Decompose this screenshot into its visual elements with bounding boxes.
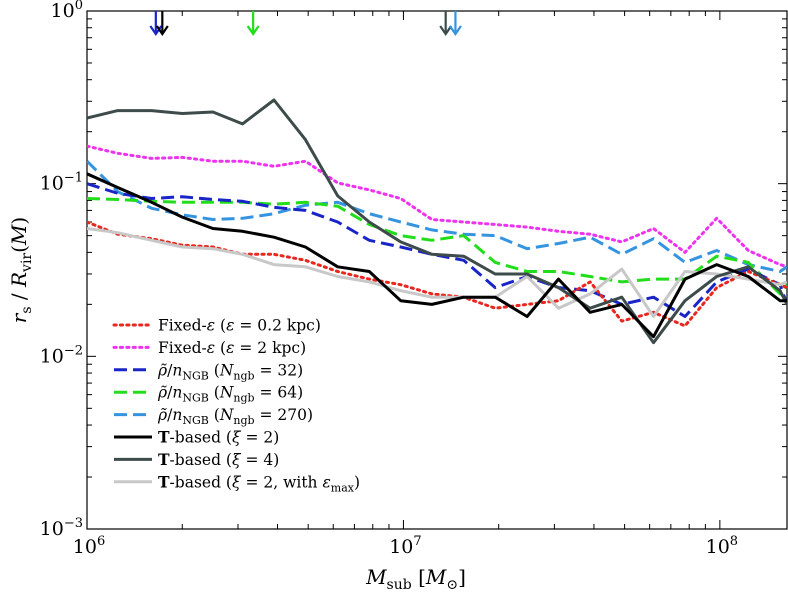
legend-label: T-based (ξ = 4) <box>158 450 279 469</box>
series-line-ngb270 <box>87 160 787 273</box>
legend-label: T-based (ξ = 2) <box>158 428 279 447</box>
series-line-fixed2 <box>87 144 787 269</box>
series-layer <box>87 98 787 345</box>
y-tick-label: 10−3 <box>40 516 83 540</box>
legend-label: Fixed-ε (ε = 0.2 kpc) <box>158 317 321 335</box>
x-tick-label: 106 <box>73 534 105 558</box>
legend-label: Fixed-ε (ε = 2 kpc) <box>158 339 306 357</box>
arrow-marker <box>449 11 462 36</box>
legend: Fixed-ε (ε = 0.2 kpc) Fixed-ε (ε = 2 kpc)… <box>112 317 360 494</box>
y-tick-label: 100 <box>51 0 83 22</box>
y-tick-label: 10−1 <box>40 171 83 195</box>
series-line-t2 <box>87 172 787 339</box>
y-axis-label: rs / Rvir(M) <box>7 217 35 323</box>
series-line-ngb64 <box>87 197 787 296</box>
series-line-t2max <box>87 227 787 318</box>
legend-label: ρ̃/nNGB (Nngb = 270) <box>157 406 313 427</box>
series-line-t4 <box>87 98 787 345</box>
series-line-ngb32 <box>87 182 787 318</box>
arrow-marker <box>155 11 169 36</box>
x-axis-label: Msub [M⊙] <box>365 565 466 593</box>
x-tick-label: 107 <box>389 534 421 558</box>
y-tick-label: 10−2 <box>40 343 83 367</box>
legend-item-t4: T-based (ξ = 4) <box>114 450 279 469</box>
legend-item-t2max: T-based (ξ = 2, with εmax) <box>114 472 360 494</box>
legend-item-ngb32: ρ̃/nNGB (Nngb = 32) <box>114 361 303 382</box>
x-tick-label: 108 <box>706 534 738 558</box>
arrow-marker <box>246 11 260 36</box>
axis-ticks: 106 107 108 10−3 10−2 10−1 100 <box>40 0 787 558</box>
arrow-markers <box>149 11 462 36</box>
series-line-fixed02 <box>87 220 787 328</box>
legend-item-ngb64: ρ̃/nNGB (Nngb = 64) <box>114 384 303 405</box>
legend-label: T-based (ξ = 2, with εmax) <box>158 472 360 494</box>
legend-item-t2: T-based (ξ = 2) <box>114 428 279 447</box>
plot-frame <box>86 10 788 530</box>
legend-item-fixed02: Fixed-ε (ε = 0.2 kpc) <box>112 317 321 335</box>
legend-label: ρ̃/nNGB (Nngb = 64) <box>157 384 303 405</box>
arrow-marker <box>439 11 453 36</box>
legend-item-fixed2: Fixed-ε (ε = 2 kpc) <box>112 339 306 357</box>
legend-label: ρ̃/nNGB (Nngb = 32) <box>157 361 303 382</box>
legend-item-ngb270: ρ̃/nNGB (Nngb = 270) <box>114 406 313 427</box>
